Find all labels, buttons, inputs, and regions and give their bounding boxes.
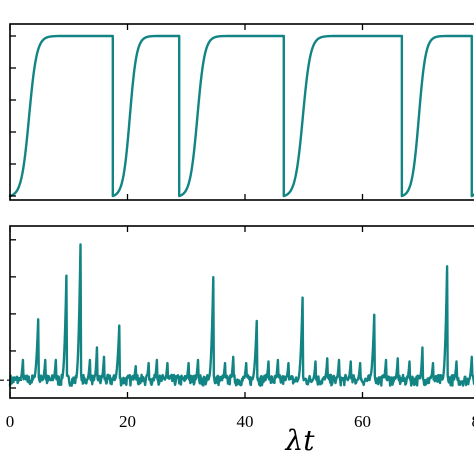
x-tick-label-20: 20 — [119, 412, 136, 431]
bottom-axis-frame — [9, 225, 474, 399]
top-axis-frame — [9, 23, 474, 201]
x-axis-label: λt — [285, 424, 316, 457]
bottom-series-line — [8, 243, 474, 387]
top-panel — [8, 23, 474, 201]
x-tick-label-40: 40 — [237, 412, 254, 431]
x-tick-label-80: 80 — [472, 412, 474, 431]
top-x-ticks — [9, 24, 364, 200]
bottom-x-tick-labels: 0 20 40 60 80 — [6, 412, 474, 431]
x-tick-label-60: 60 — [354, 412, 371, 431]
bottom-y-ticks — [10, 239, 16, 389]
bottom-panel: 0 20 40 60 80 — [0, 225, 474, 431]
top-series-line — [8, 34, 474, 198]
top-y-ticks — [10, 35, 16, 197]
x-tick-label-0: 0 — [6, 412, 15, 431]
